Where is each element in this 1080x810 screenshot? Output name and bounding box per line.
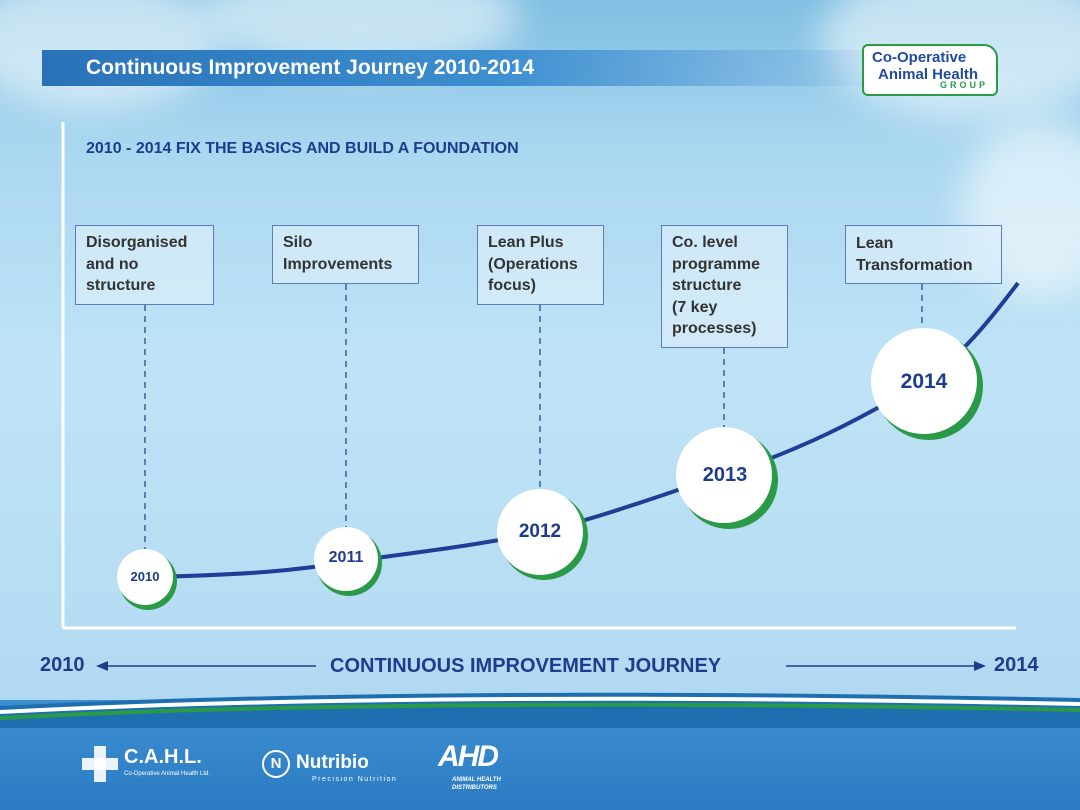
stage-line: Improvements xyxy=(283,255,393,273)
milestone-2010 xyxy=(117,549,177,610)
ahd-logo: AHD ANIMAL HEALTH DISTRIBUTORS xyxy=(438,740,518,796)
stage-box-2012: Lean Plus (Operations focus) xyxy=(477,225,604,305)
milestone-2013 xyxy=(676,427,778,529)
logo-line-1: Co-Operative xyxy=(872,49,967,66)
stage-box-2013: Co. level programme structure (7 key pro… xyxy=(661,225,788,348)
stage-line: Co. level xyxy=(672,234,738,251)
stage-line: (Operations xyxy=(488,255,578,273)
title-bar xyxy=(42,50,882,86)
stage-line: (7 key xyxy=(672,298,718,316)
slide-title: Continuous Improvement Journey 2010-2014 xyxy=(86,56,535,79)
stage-line: Silo xyxy=(283,234,313,251)
stage-line: structure xyxy=(672,277,742,294)
cahl-sub: Co-Operative Animal Health Ltd. xyxy=(124,771,211,777)
ahd-name: AHD xyxy=(438,740,499,773)
wave-green xyxy=(0,702,1080,720)
footer-band: C.A.H.L. Co-Operative Animal Health Ltd.… xyxy=(0,692,1080,810)
nutribio-name: Nutribio xyxy=(296,752,369,773)
cahl-name: C.A.H.L. xyxy=(124,746,202,768)
footer-wave xyxy=(0,692,1080,728)
milestone-year-2011: 2011 xyxy=(328,549,364,566)
milestone-circle xyxy=(676,427,772,523)
axis-start-year: 2010 xyxy=(40,654,85,676)
cahl-cross-icon xyxy=(80,744,120,784)
stage-line: focus) xyxy=(488,277,536,294)
milestone-year-2012: 2012 xyxy=(518,521,562,542)
stage-line: programme xyxy=(672,255,761,273)
milestone-circle xyxy=(314,527,378,591)
milestone-circle xyxy=(871,328,977,434)
nutribio-n-icon: N xyxy=(262,750,290,778)
stage-line: Lean Plus xyxy=(488,234,564,251)
milestone-circle xyxy=(497,489,583,575)
stage-box-2014: Lean Transformation xyxy=(845,225,1002,284)
milestone-2012 xyxy=(497,489,588,580)
logo-line-3: GROUP xyxy=(939,80,988,90)
milestone-2014 xyxy=(871,328,983,440)
stage-line: Disorganised xyxy=(86,234,188,251)
nutribio-sub: Precision Nutrition xyxy=(312,776,398,783)
headline: 2010 - 2014 FIX THE BASICS AND BUILD A F… xyxy=(86,140,519,157)
stage-box-2010: Disorganised and no structure xyxy=(75,225,214,305)
wave-white xyxy=(0,696,1080,714)
milestone-year-2010: 2010 xyxy=(130,569,160,584)
stage-line: Transformation xyxy=(856,256,973,274)
nutribio-logo: N Nutribio Precision Nutrition xyxy=(262,746,412,786)
ahd-sub: ANIMAL HEALTH DISTRIBUTORS xyxy=(452,777,501,791)
axis-end-year: 2014 xyxy=(994,654,1039,676)
logo-line-2: Animal Health xyxy=(878,66,979,83)
cahg-logo: Co-Operative Animal Health GROUP xyxy=(862,44,998,96)
cahl-logo: C.A.H.L. Co-Operative Animal Health Ltd. xyxy=(80,744,240,784)
stage-line: structure xyxy=(86,277,156,294)
milestone-circle xyxy=(117,549,173,605)
arrow-right-head xyxy=(974,661,986,671)
stage-line: Lean xyxy=(856,235,894,252)
stage-line: and no xyxy=(86,255,139,273)
milestone-2011 xyxy=(314,527,382,596)
milestone-year-2013: 2013 xyxy=(702,464,748,486)
arrow-left-head xyxy=(96,661,108,671)
stage-box-2011: Silo Improvements xyxy=(272,225,419,284)
axis-label: CONTINUOUS IMPROVEMENT JOURNEY xyxy=(330,655,722,677)
stage-line: processes) xyxy=(672,320,757,337)
milestone-year-2014: 2014 xyxy=(900,370,948,393)
